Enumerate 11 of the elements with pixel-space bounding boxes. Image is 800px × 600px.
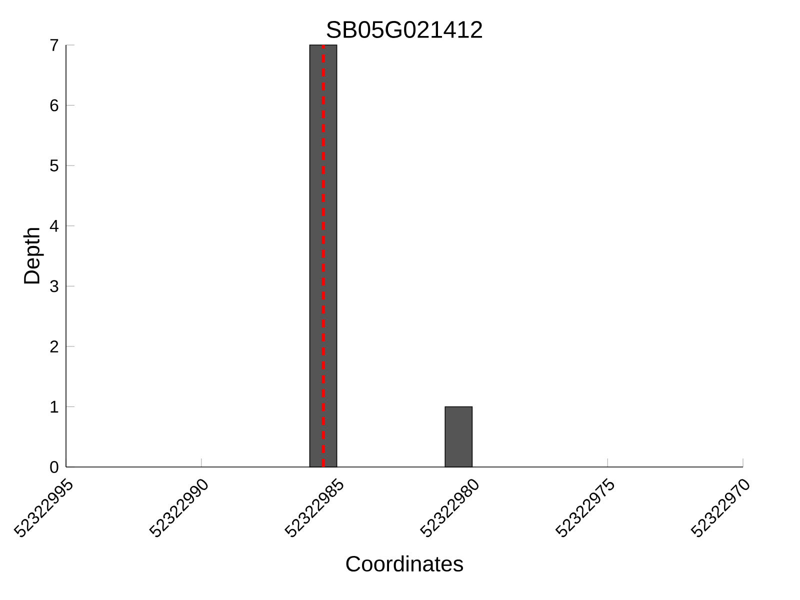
y-tick-label: 2	[50, 340, 58, 352]
y-tick-label: 5	[50, 160, 58, 172]
y-tick-label: 3	[50, 280, 58, 292]
y-tick-label: 6	[50, 99, 58, 112]
y-axis-title: Depth	[23, 228, 44, 284]
y-tick-label: 1	[50, 400, 58, 413]
x-axis-title: Coordinates	[346, 555, 464, 572]
y-tick-label: 4	[50, 220, 58, 232]
chart-title: SB05G021412	[326, 21, 482, 38]
y-tick-label: 0	[50, 460, 58, 474]
y-tick-label: 7	[50, 39, 58, 51]
